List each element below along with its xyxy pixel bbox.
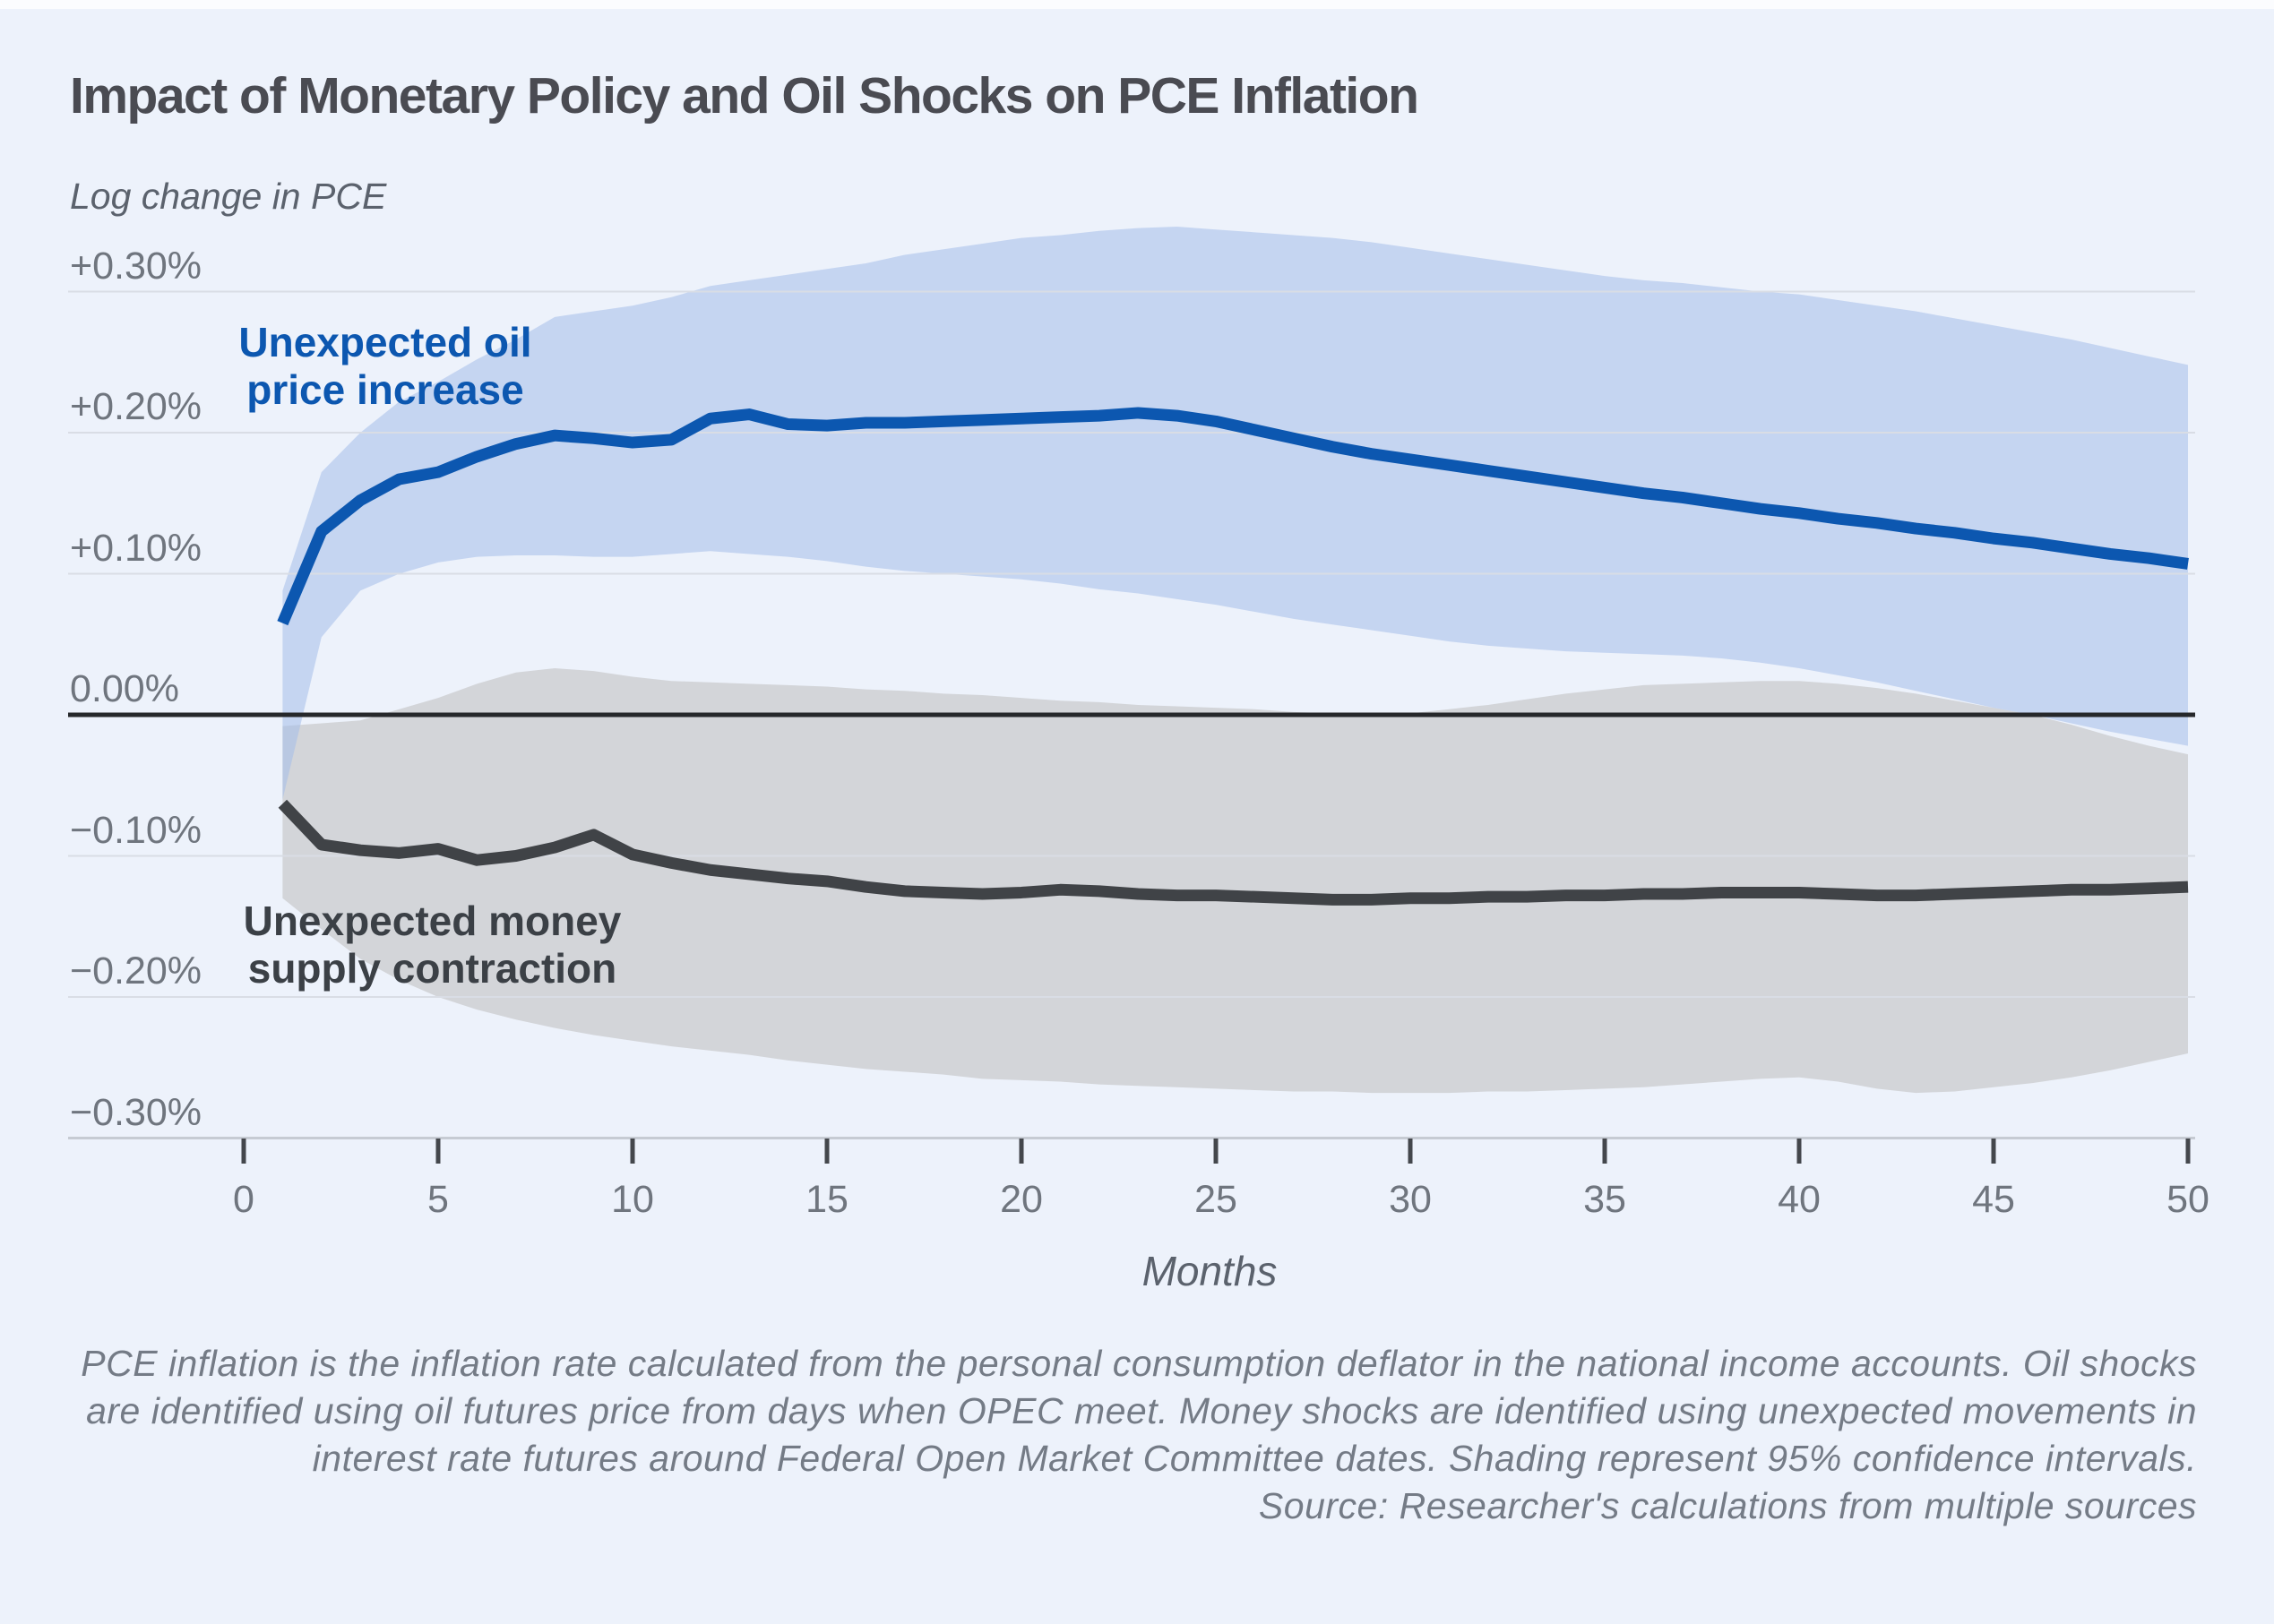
series-label-oil: Unexpected oil price increase [152, 319, 618, 414]
x-axis-label-30: 30 [1389, 1178, 1432, 1221]
series-label-oil-line2: price increase [246, 366, 524, 413]
money-line [278, 799, 2189, 906]
y-axis-label-0.00%: 0.00% [70, 667, 179, 710]
page-title: Impact of Monetary Policy and Oil Shocks… [70, 67, 1419, 125]
money-confidence-band [282, 668, 2189, 1094]
x-axis-label-0: 0 [233, 1178, 254, 1221]
y-axis-title: Log change in PCE [70, 176, 387, 217]
x-axis-title: Months [1141, 1248, 1278, 1294]
series-label-money-line2: supply contraction [247, 945, 617, 992]
x-axis-label-45: 45 [1972, 1178, 2015, 1221]
note-line-1: PCE inflation is the inflation rate calc… [81, 1343, 2197, 1384]
note-line-2: are identified using oil futures price f… [86, 1390, 2197, 1431]
y-axis-label-−0.30%: −0.30% [70, 1090, 202, 1134]
series-label-oil-line1: Unexpected oil [238, 319, 532, 365]
y-axis-label-+0.10%: +0.10% [70, 526, 202, 570]
x-axis-label-40: 40 [1778, 1178, 1821, 1221]
figure-note: PCE inflation is the inflation rate calc… [65, 1340, 2197, 1530]
y-axis-label-−0.20%: −0.20% [70, 949, 202, 992]
oil-line [277, 407, 2189, 626]
note-line-3: interest rate futures around Federal Ope… [312, 1438, 2197, 1479]
top-border-strip [0, 0, 2274, 9]
oil-confidence-band [282, 227, 2189, 800]
x-axis-label-35: 35 [1583, 1178, 1626, 1221]
series-label-money: Unexpected money supply contraction [157, 898, 708, 992]
x-axis-label-50: 50 [2166, 1178, 2209, 1221]
y-axis-label-+0.20%: +0.20% [70, 385, 202, 428]
series-label-money-line1: Unexpected money [243, 898, 622, 944]
y-axis-label-+0.30%: +0.30% [70, 244, 202, 288]
y-axis-label-−0.10%: −0.10% [70, 808, 202, 852]
x-axis-label-20: 20 [1000, 1178, 1043, 1221]
x-axis-label-10: 10 [611, 1178, 654, 1221]
source-line: Source: Researcher's calculations from m… [1258, 1485, 2197, 1526]
x-axis-label-5: 5 [427, 1178, 449, 1221]
x-axis-label-25: 25 [1194, 1178, 1237, 1221]
x-axis-label-15: 15 [805, 1178, 848, 1221]
